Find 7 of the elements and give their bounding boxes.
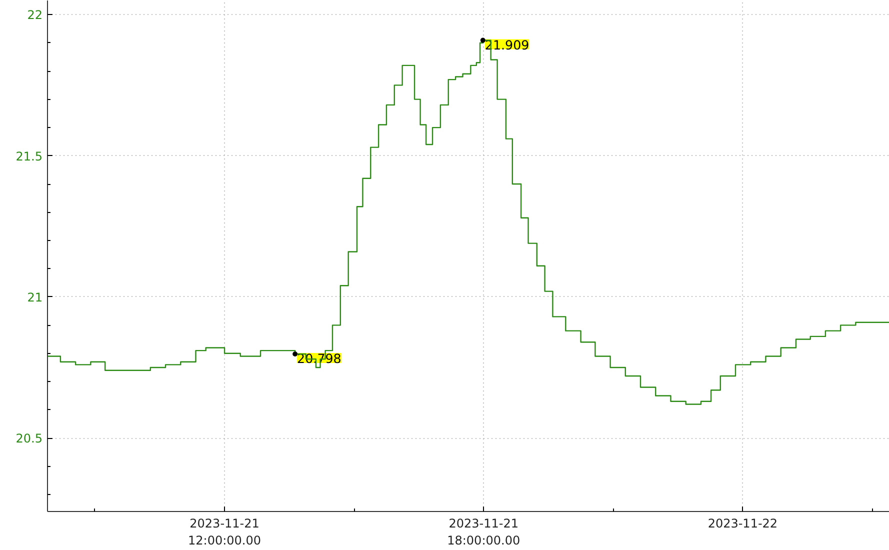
y-tick-label: 21	[27, 290, 43, 304]
x-tick-label: 2023-11-21 12:00:00.00	[188, 516, 262, 548]
y-tick-label: 21.5	[16, 149, 42, 164]
y-tick-label: 22	[27, 8, 43, 22]
x-tick-label: 2023-11-21 18:00:00.00	[447, 516, 520, 548]
x-tick-label: 2023-11-22	[708, 516, 778, 530]
y-tick-label: 20.5	[16, 432, 42, 446]
